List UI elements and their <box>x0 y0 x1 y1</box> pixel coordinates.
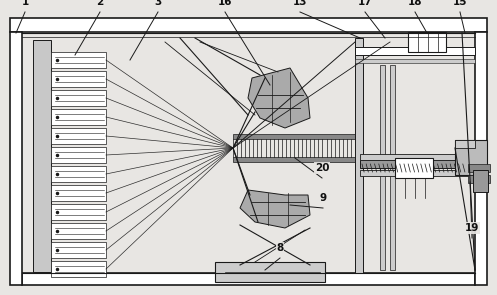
Bar <box>51 223 106 239</box>
Bar <box>51 52 106 68</box>
Bar <box>468 164 490 172</box>
Bar <box>51 204 106 220</box>
Bar <box>390 65 395 270</box>
Text: 20: 20 <box>315 163 329 173</box>
Bar <box>408 32 446 52</box>
Bar <box>360 160 470 168</box>
Bar <box>51 147 106 163</box>
Bar <box>10 18 487 32</box>
Text: 13: 13 <box>293 0 307 7</box>
Bar <box>51 261 106 277</box>
Text: 3: 3 <box>155 0 162 7</box>
Polygon shape <box>248 68 310 128</box>
Bar <box>51 90 106 106</box>
Bar <box>473 170 488 192</box>
Bar <box>22 273 475 285</box>
Bar <box>455 140 487 175</box>
Bar <box>51 128 106 144</box>
Text: 9: 9 <box>320 193 327 203</box>
Bar <box>51 185 106 201</box>
Bar <box>51 109 106 125</box>
Text: 18: 18 <box>408 0 422 7</box>
Bar <box>233 134 355 139</box>
Bar <box>360 170 470 176</box>
Bar <box>51 166 106 182</box>
Bar <box>395 158 433 178</box>
Bar <box>51 71 106 87</box>
Bar <box>380 65 385 270</box>
Bar <box>355 47 475 55</box>
Bar <box>355 59 475 63</box>
Text: 16: 16 <box>218 0 232 7</box>
Bar <box>355 38 363 273</box>
Bar <box>455 140 475 148</box>
Bar <box>233 157 355 162</box>
Bar <box>51 242 106 258</box>
Bar <box>360 154 470 160</box>
Bar <box>33 40 51 272</box>
Bar <box>215 262 325 282</box>
Text: 17: 17 <box>358 0 372 7</box>
Bar <box>468 175 490 183</box>
Text: 8: 8 <box>276 243 284 253</box>
Text: 2: 2 <box>96 0 104 7</box>
Bar <box>475 32 487 285</box>
Text: 19: 19 <box>465 223 479 233</box>
Polygon shape <box>240 190 310 228</box>
Text: 1: 1 <box>21 0 29 7</box>
Text: 15: 15 <box>453 0 467 7</box>
Bar <box>10 32 22 285</box>
